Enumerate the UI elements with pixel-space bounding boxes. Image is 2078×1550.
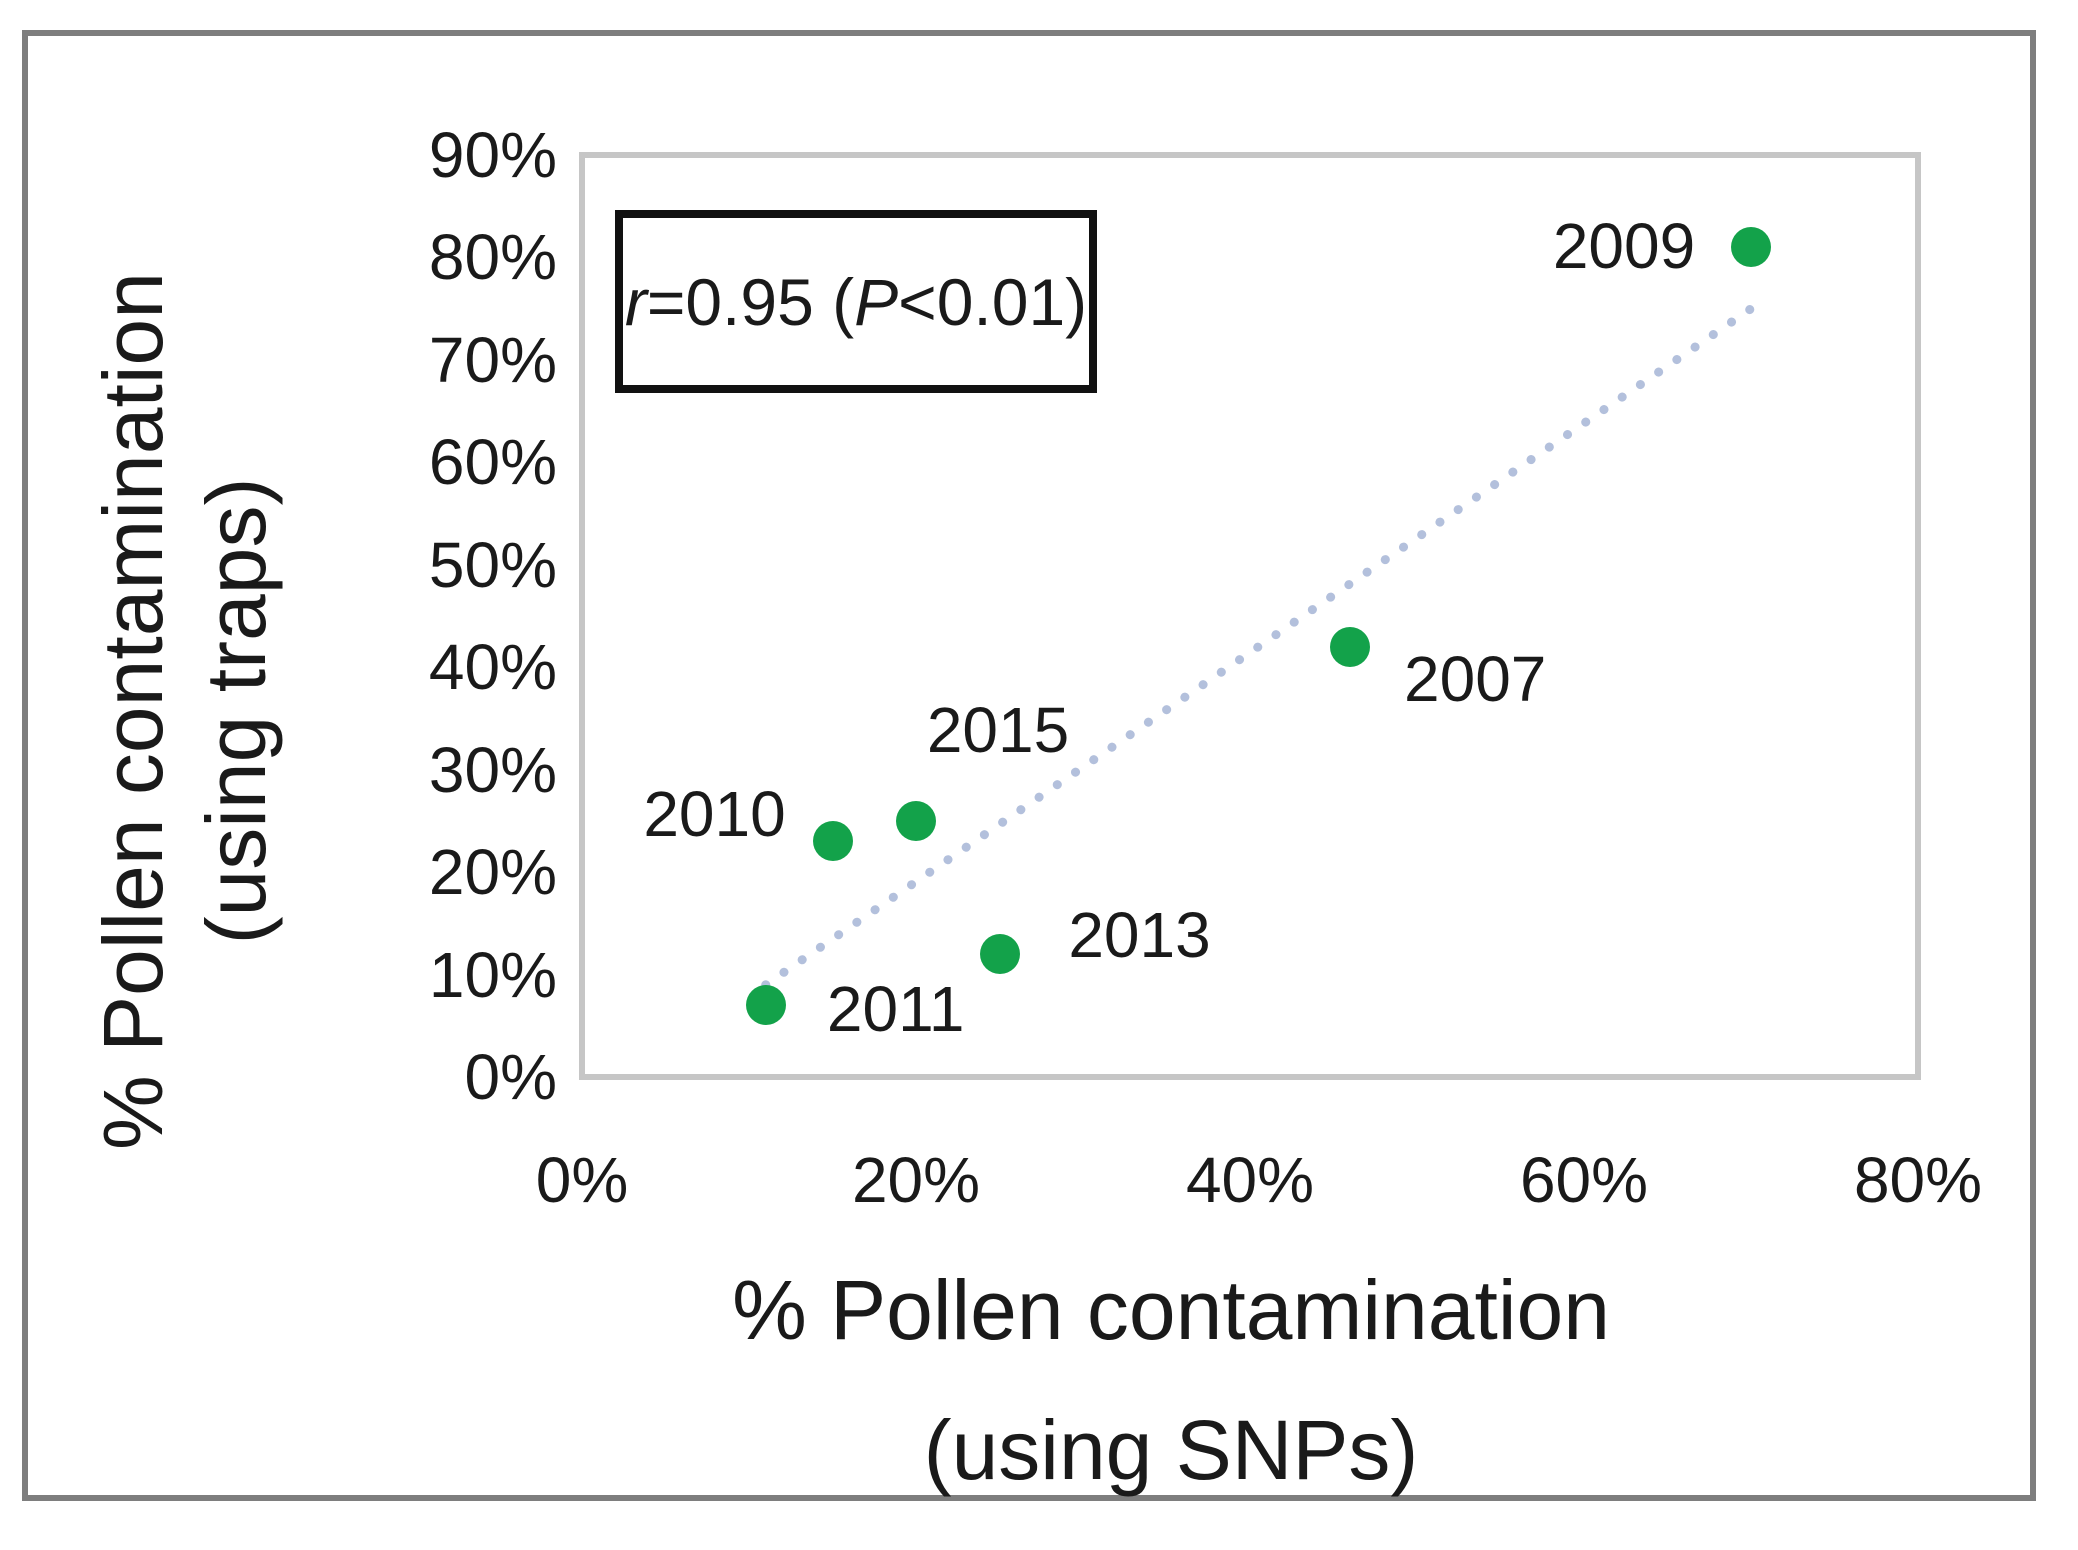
x-tick-label-80: 80% [1853, 1144, 1983, 1216]
p-value-text: <0.01) [898, 264, 1088, 339]
y-tick-label-70: 70% [428, 323, 557, 396]
data-point-label-2015: 2015 [926, 693, 1070, 766]
y-tick-label-10: 10% [428, 938, 557, 1011]
r-value-text: =0.95 ( [646, 264, 855, 339]
data-point-2007 [1330, 626, 1371, 667]
y-tick-label-50: 50% [428, 528, 557, 601]
x-axis-title: % Pollen contamination (using SNPs) [471, 1240, 1871, 1520]
x-tick-label-20: 20% [851, 1144, 981, 1216]
y-axis-title: % Pollen contamination (using traps) [82, 208, 288, 1214]
data-point-2010 [812, 821, 853, 862]
y-axis-title-line1: % Pollen contamination [86, 272, 180, 1150]
y-tick-label-80: 80% [428, 221, 557, 294]
y-tick-label-0: 0% [464, 1041, 558, 1113]
data-point-label-2013: 2013 [1068, 899, 1211, 972]
correlation-annotation-box: r =0.95 (P <0.01) [615, 210, 1097, 393]
y-tick-label-40: 40% [428, 631, 557, 704]
data-point-label-2011: 2011 [826, 973, 965, 1046]
figure-border [22, 30, 2036, 1501]
data-point-2011 [745, 985, 786, 1026]
data-point-label-2007: 2007 [1404, 642, 1547, 715]
x-axis-title-line2: (using SNPs) [923, 1403, 1419, 1497]
data-point-label-2009: 2009 [1552, 210, 1696, 283]
trendline [761, 304, 1756, 990]
y-axis-title-line2: (using traps) [189, 477, 283, 945]
x-tick-label-40: 40% [1185, 1144, 1315, 1216]
data-point-label-2010: 2010 [643, 778, 786, 851]
y-tick-label-30: 30% [428, 733, 557, 806]
y-tick-label-90: 90% [428, 119, 557, 191]
x-tick-label-60: 60% [1519, 1144, 1649, 1216]
x-axis-title-line1: % Pollen contamination [732, 1263, 1610, 1357]
y-tick-label-60: 60% [428, 426, 557, 499]
data-point-2015 [896, 800, 936, 841]
x-tick-label-0: 0% [535, 1144, 629, 1216]
p-symbol: P [854, 264, 899, 339]
r-symbol: r [624, 264, 647, 339]
y-tick-label-20: 20% [428, 836, 557, 909]
data-point-2009 [1731, 227, 1771, 268]
data-point-2013 [979, 934, 1020, 975]
